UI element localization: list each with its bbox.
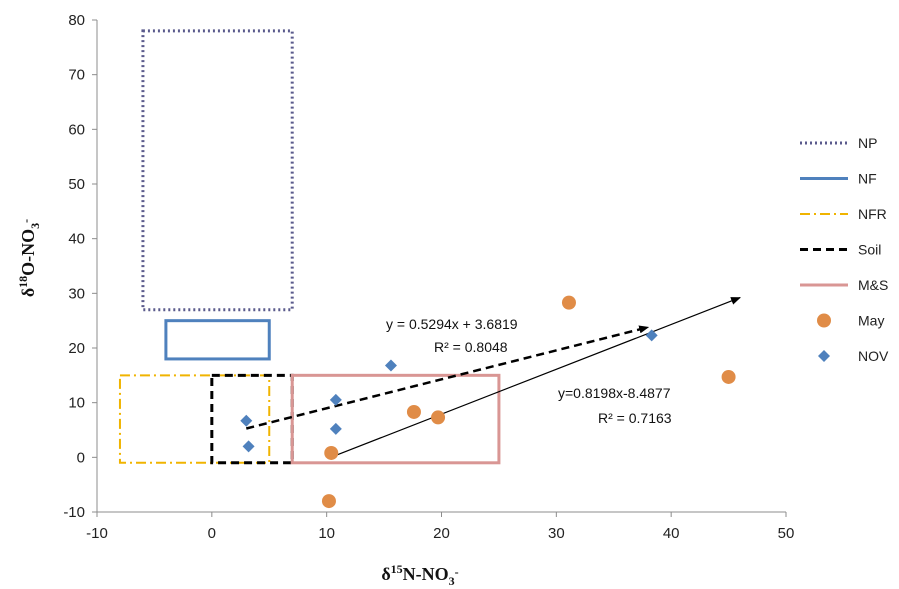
trendline-r2-nov: R² = 0.8048 [434,339,508,355]
y-tick-label: 40 [68,231,85,248]
point-nov [242,440,255,453]
y-axis-title: δ18O-NO3- [16,219,42,297]
legend-label: NF [858,171,877,187]
point-may [561,295,576,310]
x-tick-label: 0 [208,525,216,542]
y-tick-label: 10 [68,395,85,412]
point-may [321,494,336,509]
x-tick-label: 20 [433,525,450,542]
legend-label: NP [858,135,877,151]
y-tick-label: 80 [68,12,85,29]
point-may [431,410,446,425]
source-box-ms [290,373,501,465]
source-box-nf [164,319,271,361]
source-boxes [118,29,501,465]
trendlines [245,297,741,458]
point-nov [329,422,342,435]
legend-marker-nov [818,350,830,362]
y-ticks: -10 0 10 20 30 40 50 60 70 80 [63,12,97,521]
data-points [240,295,736,509]
point-nov [645,329,658,342]
source-box-nfr [118,374,271,464]
trendline-equation-nov: y = 0.5294x + 3.6819 [386,316,518,332]
x-tick-label: -10 [86,525,108,542]
x-tick-label: 30 [548,525,565,542]
y-tick-label: 60 [68,121,85,138]
y-tick-label: -10 [63,504,85,521]
trendline-may [332,297,741,458]
y-tick-label: 30 [68,285,85,302]
x-tick-label: 40 [663,525,680,542]
y-tick-label: 70 [68,67,85,84]
point-may [406,404,421,419]
plot-area: -10 0 10 20 30 40 50 60 70 80 -10 0 10 20 30 40 50 y = … [63,12,794,542]
point-nov [329,393,342,406]
legend-label: M&S [858,277,888,293]
point-nov [240,414,253,427]
y-tick-label: 0 [77,449,85,466]
x-ticks: -10 0 10 20 30 40 50 [86,512,794,542]
legend-label: Soil [858,242,881,258]
legend-label: NOV [858,348,889,364]
legend-label: NFR [858,206,887,222]
trendline-equation-may: y=0.8198x-8.4877 [558,385,671,401]
source-box-soil [210,373,294,465]
legend-label: May [858,313,884,329]
trendline-r2-may: R² = 0.7163 [598,410,672,426]
trendline-equations: y = 0.5294x + 3.6819 R² = 0.8048 y=0.8198x… [386,316,672,426]
x-tick-label: 50 [778,525,795,542]
legend: NP NF NFR Soil M&S May NOV [800,135,889,364]
point-nov [384,359,397,372]
source-box-np [141,29,294,312]
x-tick-label: 10 [318,525,335,542]
point-may [324,445,339,460]
point-may [721,369,736,384]
y-tick-label: 50 [68,176,85,193]
legend-marker-may [817,313,831,328]
trendline-nov [245,325,650,430]
x-axis-title: δ15N-NO3- [381,562,458,588]
y-tick-label: 20 [68,340,85,357]
